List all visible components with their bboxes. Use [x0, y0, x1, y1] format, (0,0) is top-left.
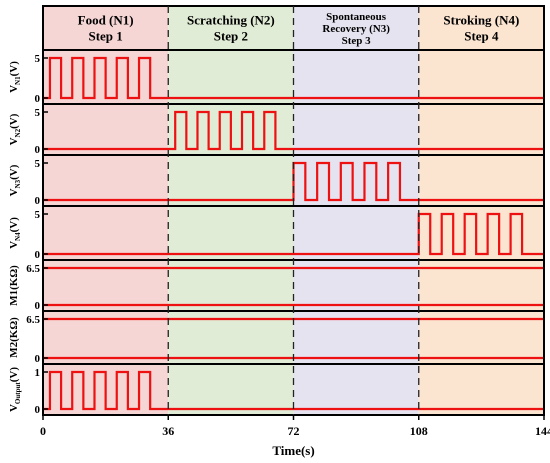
- panel-3-ylabel: VN3(V): [8, 164, 22, 196]
- panel-1-ylabel-unit: (V): [8, 61, 20, 77]
- phase-band-2: [168, 6, 294, 415]
- panel-4-ytick-label-1: 5: [35, 209, 41, 221]
- panel-4-ylabel-unit: (V): [8, 217, 20, 233]
- panel-4-ylabel-sub: N4: [14, 232, 22, 241]
- xtick-label-4: 108: [410, 424, 428, 438]
- series-2-line: [43, 110, 544, 151]
- panel-6-ylabel: M2(KΩ): [8, 317, 20, 358]
- series-1-line: [43, 56, 544, 100]
- panel-3-ytick-label-1: 5: [35, 158, 41, 170]
- panel-2-ylabel-main: V: [8, 137, 20, 145]
- panel-3-ytick-label-2: 0: [35, 195, 41, 207]
- phase-title-4-line-1: Stroking (N4): [443, 13, 519, 28]
- panel-5-ytick-label-1: 6.5: [26, 263, 40, 275]
- panel-7-ylabel: VOutput(V): [8, 367, 22, 412]
- panel-5-ylabel-main: M1(KΩ): [8, 265, 20, 306]
- panel-7-ylabel-unit: (V): [8, 367, 20, 383]
- panel-1-ytick-label-1: 5: [35, 53, 41, 65]
- panel-3-ylabel-sub: N3: [14, 179, 22, 188]
- panel-6-ylabel-main: M2(KΩ): [8, 317, 20, 358]
- xtick-label-1: 0: [40, 424, 46, 438]
- xtick-label-3: 72: [288, 424, 300, 438]
- panel-1-ylabel-main: V: [8, 85, 20, 93]
- x-axis-label: Time(s): [272, 443, 314, 458]
- xtick-label-5: 144: [535, 424, 550, 438]
- phase-title-1-line-2: Step 1: [88, 29, 122, 44]
- panel-4-ylabel: VN4(V): [8, 217, 22, 249]
- panel-5-ytick-label-2: 0: [35, 300, 41, 312]
- phase-title-3-line-3: Step 3: [342, 35, 372, 47]
- panel-1-ylabel: VN1(V): [8, 61, 22, 93]
- phase-title-3-line-1: Spontaneous: [326, 11, 387, 23]
- panel-5-ylabel: M1(KΩ): [8, 265, 20, 306]
- panel-7-ylabel-main: V: [8, 404, 20, 412]
- panel-2-ylabel-sub: N2: [14, 128, 22, 137]
- panel-4-ylabel-main: V: [8, 241, 20, 249]
- phase-title-2-line-2: Step 2: [214, 29, 248, 44]
- phase-band-4: [418, 6, 544, 415]
- panel-7-ytick-label-1: 1: [35, 367, 41, 379]
- phase-title-4-line-2: Step 4: [464, 29, 499, 44]
- panel-4-ytick-label-2: 0: [35, 249, 41, 261]
- panel-3-ylabel-main: V: [8, 188, 20, 196]
- panel-6-ytick-label-1: 6.5: [26, 314, 40, 326]
- panel-1-ytick-label-2: 0: [35, 93, 41, 105]
- phase-title-3-line-2: Recovery (N3): [322, 23, 390, 35]
- panel-2-ylabel-unit: (V): [8, 113, 20, 129]
- phase-title-1-line-1: Food (N1): [78, 13, 134, 28]
- phase-band-3: [293, 6, 419, 415]
- panel-7-ylabel-sub: Output: [14, 382, 22, 404]
- panel-3-ylabel-unit: (V): [8, 164, 20, 180]
- panel-1-ylabel-sub: N1: [14, 76, 22, 85]
- panel-2-ytick-label-2: 0: [35, 144, 41, 156]
- series-7-line: [43, 370, 544, 411]
- panel-2-ytick-label-1: 5: [35, 107, 41, 119]
- phase-title-2-line-1: Scratching (N2): [187, 13, 275, 28]
- panel-6-ytick-label-2: 0: [35, 353, 41, 365]
- panel-2-ylabel: VN2(V): [8, 113, 22, 145]
- series-3-line: [43, 161, 544, 202]
- series-4-line: [43, 212, 544, 256]
- xtick-label-2: 36: [162, 424, 174, 438]
- panel-7-ytick-label-2: 0: [35, 404, 41, 416]
